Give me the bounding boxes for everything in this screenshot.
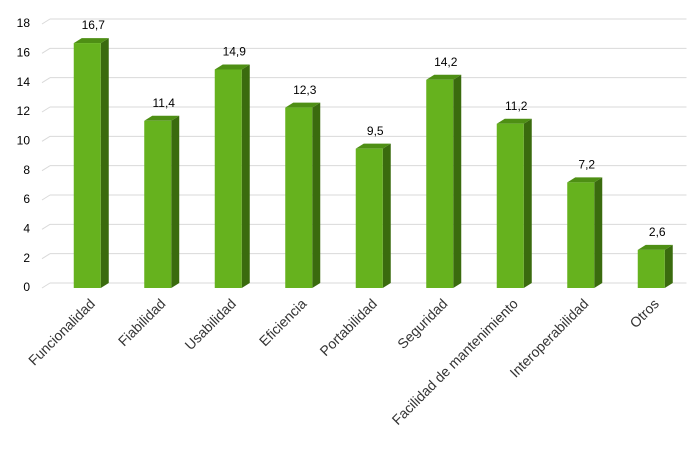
bar-side (664, 244, 673, 288)
grid-line (41, 223, 51, 230)
grid-line (41, 135, 51, 142)
grid-line (41, 106, 51, 113)
bar (567, 182, 595, 288)
bar-top (355, 143, 391, 149)
value-label: 16,7 (82, 18, 106, 32)
value-label: 11,4 (153, 96, 176, 110)
bar-side (453, 74, 462, 288)
grid-line (41, 165, 51, 172)
bar-top (567, 177, 603, 183)
grid-line (41, 18, 51, 25)
value-label: 7,2 (578, 158, 595, 172)
bar-top (285, 102, 321, 108)
x-tick-label: Eficiencia (256, 295, 310, 349)
bar-side (382, 143, 391, 288)
value-label: 9,5 (367, 124, 384, 138)
y-tick-label: 8 (23, 163, 30, 177)
bar (637, 249, 665, 288)
bar-top (496, 118, 532, 124)
bar-top (214, 64, 250, 70)
bar-side (241, 64, 250, 288)
x-tick-label: Funcionalidad (25, 295, 98, 368)
y-tick-label: 18 (17, 16, 31, 30)
grid-line (41, 77, 51, 84)
grid-line (41, 194, 51, 201)
x-tick-label: Usabilidad (181, 295, 239, 353)
value-label: 14,9 (223, 45, 247, 59)
y-tick-label: 10 (17, 134, 31, 148)
y-tick-label: 4 (23, 222, 30, 236)
bar-side (312, 102, 321, 288)
y-tick-label: 14 (17, 75, 31, 89)
grid-line (41, 253, 51, 260)
y-tick-label: 12 (17, 104, 31, 118)
bar (285, 107, 313, 288)
grid-line (41, 282, 51, 289)
bar-side (171, 115, 180, 288)
x-tick-label: Otros (626, 295, 662, 331)
bar-side (100, 38, 109, 288)
bar-top (637, 244, 673, 250)
bar (144, 120, 172, 288)
value-label: 11,2 (505, 99, 528, 113)
bar (496, 123, 524, 288)
bar-side (594, 177, 603, 288)
bar (426, 79, 454, 288)
bar-side (523, 118, 532, 288)
x-tick-label: Portabilidad (316, 295, 380, 359)
bar-top (144, 115, 180, 121)
bar (214, 69, 242, 288)
value-label: 12,3 (293, 83, 317, 97)
x-tick-label: Facilidad de mantenimiento (389, 295, 522, 428)
bar-top (426, 74, 462, 80)
bar (73, 43, 101, 288)
value-label: 14,2 (434, 55, 458, 69)
y-tick-label: 2 (23, 251, 30, 265)
y-tick-label: 6 (23, 192, 30, 206)
x-tick-label: Seguridad (394, 295, 450, 351)
y-tick-label: 0 (23, 280, 30, 294)
grid-line (41, 47, 51, 54)
x-tick-label: Fiabilidad (115, 295, 169, 349)
bar (355, 148, 383, 288)
y-tick-label: 16 (17, 46, 31, 60)
value-label: 2,6 (649, 225, 666, 239)
bar-top (73, 38, 109, 44)
